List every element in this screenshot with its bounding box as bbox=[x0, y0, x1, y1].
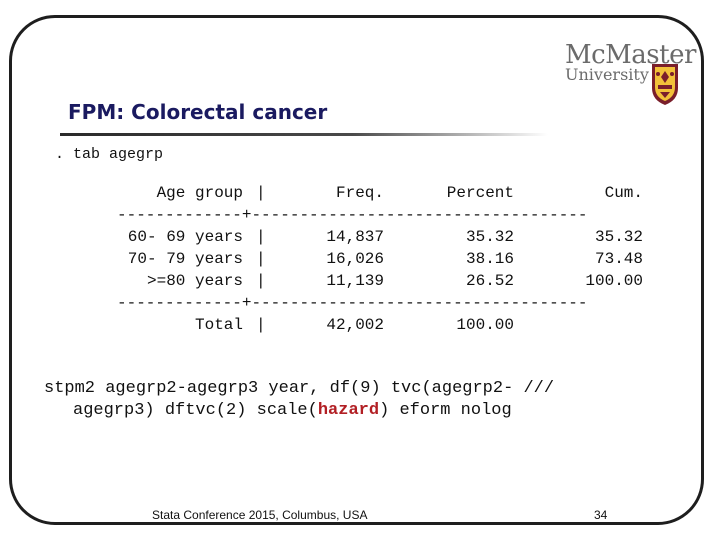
stpm2-command: stpm2 agegrp2-agegrp3 year, df(9) tvc(ag… bbox=[44, 378, 554, 422]
row-percent: 38.16 bbox=[465, 250, 514, 268]
stpm2-command-line2: agegrp3) dftvc(2) scale(hazard) eform no… bbox=[73, 401, 512, 420]
row-label: 60- 69 years bbox=[127, 228, 243, 246]
stata-command: . tab agegrp bbox=[55, 146, 164, 163]
row-percent: 26.52 bbox=[465, 272, 514, 290]
header-percent: Percent bbox=[446, 184, 514, 202]
table-header-row: Age group | Freq. Percent Cum. bbox=[0, 182, 720, 204]
row-label: 70- 79 years bbox=[127, 250, 243, 268]
university-crest-icon bbox=[652, 64, 678, 105]
table-row: >=80 years | 11,139 26.52 100.00 bbox=[0, 270, 720, 292]
row-cum: 35.32 bbox=[594, 228, 643, 246]
header-age-group: Age group bbox=[156, 184, 243, 202]
row-freq: 14,837 bbox=[326, 228, 384, 246]
mcmaster-logo: McMaster University bbox=[565, 40, 696, 108]
row-cum: 73.48 bbox=[594, 250, 643, 268]
row-cum: 100.00 bbox=[585, 272, 643, 290]
table-total-row: Total | 42,002 100.00 bbox=[0, 314, 720, 336]
column-divider: | bbox=[256, 228, 266, 246]
table-separator: -------------+--------------------------… bbox=[117, 206, 588, 224]
logo-subtitle: University bbox=[565, 65, 649, 84]
row-percent: 35.32 bbox=[465, 228, 514, 246]
column-divider: | bbox=[256, 316, 266, 334]
total-percent: 100.00 bbox=[456, 316, 514, 334]
header-freq: Freq. bbox=[335, 184, 384, 202]
column-divider: | bbox=[256, 250, 266, 268]
page-number: 34 bbox=[594, 508, 608, 522]
total-label: Total bbox=[194, 316, 243, 334]
table-row: 70- 79 years | 16,026 38.16 73.48 bbox=[0, 248, 720, 270]
stpm2-command-line1: stpm2 agegrp2-agegrp3 year, df(9) tvc(ag… bbox=[44, 379, 555, 398]
row-freq: 11,139 bbox=[326, 272, 384, 290]
footer-conference: Stata Conference 2015, Columbus, USA bbox=[152, 508, 368, 522]
column-divider: | bbox=[256, 184, 266, 202]
row-freq: 16,026 bbox=[326, 250, 384, 268]
total-freq: 42,002 bbox=[326, 316, 384, 334]
hazard-keyword: hazard bbox=[317, 401, 380, 420]
table-separator: -------------+--------------------------… bbox=[117, 294, 588, 312]
row-label: >=80 years bbox=[146, 272, 243, 290]
title-underline bbox=[60, 133, 548, 136]
slide-title: FPM: Colorectal cancer bbox=[68, 100, 328, 124]
header-cum: Cum. bbox=[604, 184, 643, 202]
table-row: 60- 69 years | 14,837 35.32 35.32 bbox=[0, 226, 720, 248]
slide-frame bbox=[9, 15, 704, 525]
column-divider: | bbox=[256, 272, 266, 290]
